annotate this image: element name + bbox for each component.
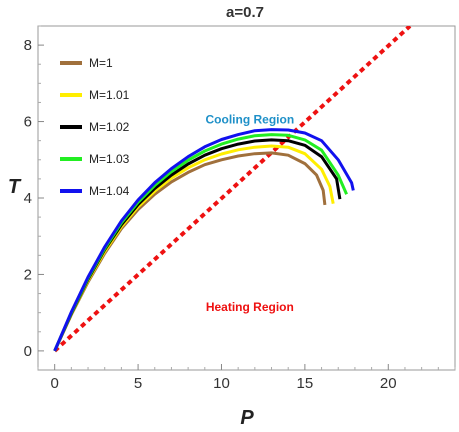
y-axis: 0 2 4 6 8 (24, 25, 44, 360)
plot-area (37, 25, 456, 371)
series-layer (53, 128, 355, 352)
legend: M=1 M=1.01 M=1.02 M=1.03 M=1.04 (60, 56, 130, 198)
y-tick-label: 6 (24, 114, 32, 131)
series-line-3 (53, 138, 342, 352)
x-tick-label: 15 (297, 375, 314, 392)
series-line-5 (53, 128, 355, 352)
heating-region-label: Heating Region (206, 300, 294, 314)
series-line-2 (53, 144, 335, 352)
x-axis: 0 5 10 15 20 (37, 364, 456, 392)
y-tick-label: 8 (24, 37, 32, 54)
legend-label: M=1.01 (89, 88, 130, 102)
chart-title: a=0.7 (226, 4, 264, 21)
x-axis-label: P (240, 407, 254, 429)
y-tick-label: 4 (24, 190, 32, 207)
y-axis-label: T (8, 176, 22, 198)
plot-frame (37, 25, 456, 371)
y-tick-label: 0 (24, 343, 32, 360)
legend-label: M=1 (89, 56, 113, 70)
annotation-layer: Cooling Region Heating Region (206, 112, 295, 313)
legend-label: M=1.03 (89, 152, 130, 166)
x-tick-label: 0 (51, 375, 59, 392)
legend-label: M=1.04 (89, 184, 130, 198)
cooling-region-label: Cooling Region (206, 112, 295, 126)
x-tick-label: 5 (134, 375, 142, 392)
legend-label: M=1.02 (89, 120, 130, 134)
y-tick-label: 2 (24, 266, 32, 283)
x-tick-label: 10 (213, 375, 230, 392)
x-tick-label: 20 (380, 375, 397, 392)
series-line-1 (53, 151, 327, 352)
